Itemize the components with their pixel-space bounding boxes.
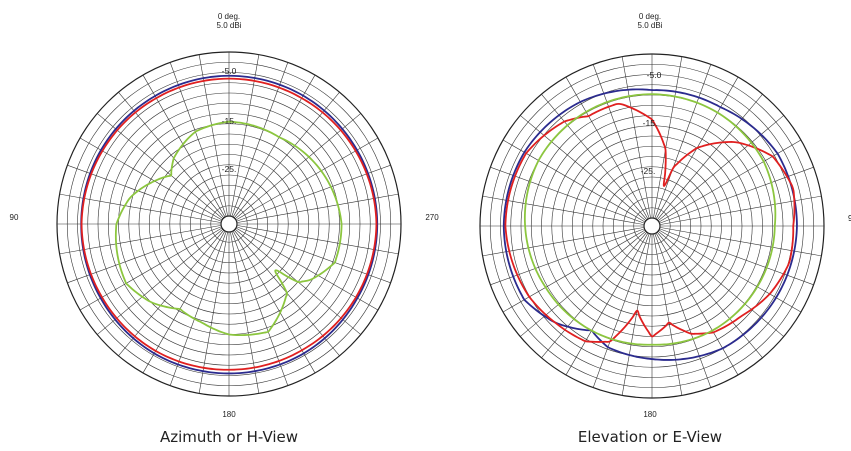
grid-spoke: [565, 76, 649, 220]
grid-spoke: [67, 164, 222, 222]
grid-spoke: [234, 113, 361, 220]
grid-spoke: [232, 230, 316, 374]
grid-spoke: [592, 233, 650, 388]
grid-spoke: [654, 64, 712, 219]
grid-spoke: [79, 137, 223, 221]
grid-spoke: [118, 92, 225, 219]
grid-spoke: [236, 164, 391, 222]
grid-spoke: [198, 231, 228, 394]
center-ring: [220, 215, 238, 233]
azimuth-angle-label-270: 270: [425, 213, 439, 222]
elevation-title: Elevation or E-View: [578, 428, 722, 446]
elevation-chart: 0 deg. 5.0 dBi -5.0 -15. -25. 90 180 Ele…: [479, 12, 851, 446]
grid-spoke: [656, 231, 763, 358]
elevation-top-label: 0 deg.: [639, 12, 661, 21]
grid-spoke: [565, 232, 649, 376]
series-line-1: [504, 103, 796, 343]
grid-spoke: [592, 64, 650, 219]
grid-spoke: [621, 56, 651, 219]
elevation-ring-label: -15.: [643, 118, 658, 128]
azimuth-title: Azimuth or H-View: [160, 428, 298, 446]
series-line-2: [523, 93, 777, 346]
grid-spoke: [621, 233, 651, 396]
grid-spoke: [541, 231, 648, 358]
azimuth-grid: [56, 51, 402, 397]
elevation-unit-label: 5.0 dBi: [638, 21, 663, 30]
grid-spoke: [231, 231, 289, 386]
grid-spoke: [142, 230, 226, 374]
azimuth-ring-label: -25.: [222, 164, 237, 174]
grid-spoke: [657, 115, 784, 222]
grid-spoke: [520, 115, 647, 222]
azimuth-chart: 0 deg. 5.0 dBi -5.0 -15. -25. 90 270 180…: [10, 12, 440, 446]
elevation-series: [502, 88, 798, 361]
azimuth-unit-label: 5.0 dBi: [217, 21, 242, 30]
grid-spoke: [118, 229, 225, 356]
grid-spoke: [236, 193, 399, 223]
grid-spoke: [653, 56, 683, 219]
grid-spoke: [230, 231, 260, 394]
azimuth-ring-label: -5.0: [222, 66, 237, 76]
grid-spoke: [59, 225, 222, 255]
series-line-0: [80, 74, 379, 375]
grid-spoke: [169, 231, 227, 386]
elevation-ring-label: -5.0: [647, 70, 662, 80]
grid-spoke: [502, 229, 646, 313]
grid-spoke: [656, 94, 763, 221]
grid-spoke: [490, 166, 645, 224]
elevation-ring-label: -25.: [641, 166, 656, 176]
grid-spoke: [657, 230, 784, 337]
grid-spoke: [482, 195, 645, 225]
grid-spoke: [67, 226, 222, 284]
azimuth-ring-label: -15.: [222, 116, 237, 126]
grid-spoke: [97, 113, 224, 220]
elevation-angle-label-90: 90: [848, 214, 851, 223]
grid-spoke: [490, 228, 645, 286]
grid-spoke: [658, 229, 802, 313]
center-ring: [643, 217, 661, 235]
grid-spoke: [79, 227, 223, 311]
grid-spoke: [655, 232, 739, 376]
grid-spoke: [520, 230, 647, 337]
elevation-angle-label-180: 180: [643, 410, 657, 419]
grid-spoke: [235, 137, 379, 221]
grid-spoke: [233, 92, 340, 219]
azimuth-series: [80, 74, 379, 375]
series-line-1: [80, 77, 378, 371]
series-line-2: [114, 120, 343, 337]
grid-spoke: [236, 225, 399, 255]
series-line-0: [502, 88, 798, 361]
grid-spoke: [97, 228, 224, 335]
grid-spoke: [236, 226, 391, 284]
elevation-grid: [479, 53, 825, 399]
grid-spoke: [59, 193, 222, 223]
grid-spoke: [653, 233, 683, 396]
azimuth-angle-label-90: 90: [10, 213, 19, 222]
azimuth-top-label: 0 deg.: [218, 12, 240, 21]
grid-spoke: [235, 227, 379, 311]
grid-spoke: [654, 233, 712, 388]
azimuth-angle-label-180: 180: [222, 410, 236, 419]
